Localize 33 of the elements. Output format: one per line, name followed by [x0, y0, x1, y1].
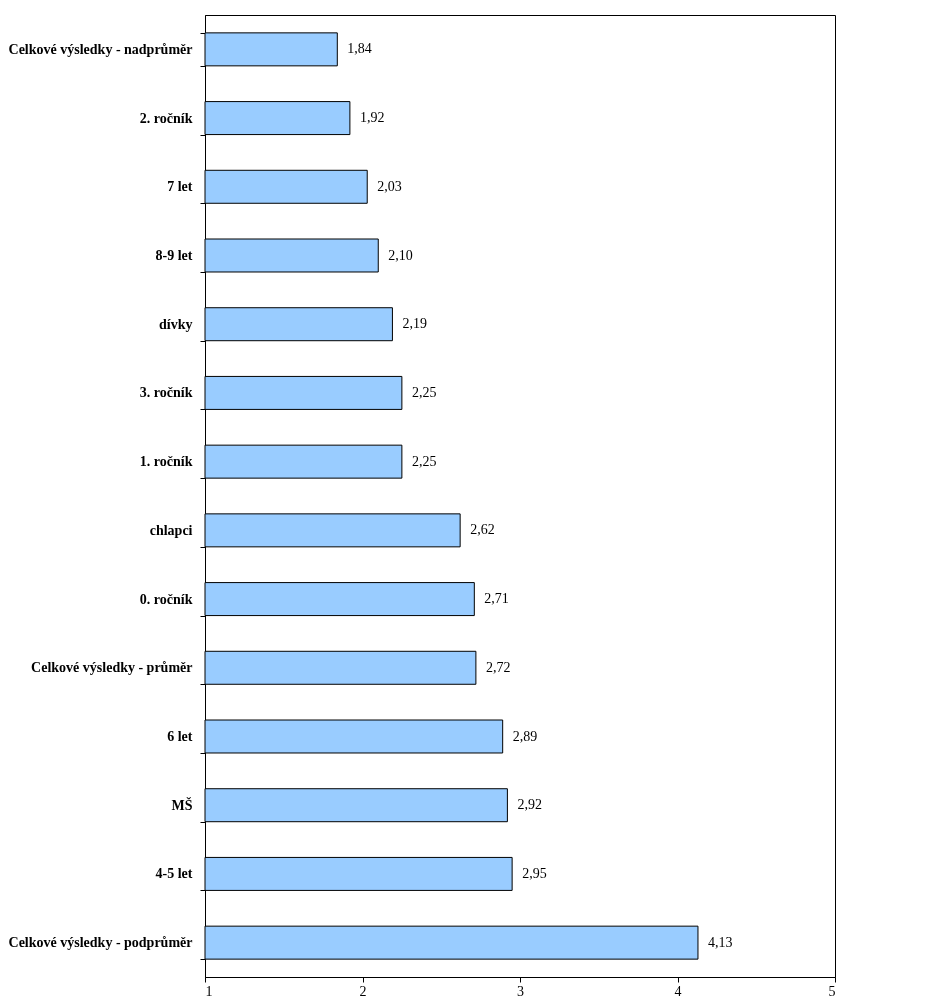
data-label: 2,72 — [485, 659, 511, 675]
data-label: 2,89 — [512, 728, 538, 744]
y-tick-label: chlapci — [149, 522, 193, 538]
y-tick-label: Celkové výsledky - nadprůměr — [8, 41, 193, 57]
data-label: 2,25 — [411, 384, 437, 400]
y-tick-label: 4-5 let — [155, 866, 193, 882]
y-tick-label: 0. ročník — [139, 591, 193, 607]
y-tick-label: dívky — [159, 316, 193, 332]
data-label: 2,71 — [484, 591, 509, 607]
y-tick-label: 1. ročník — [139, 454, 193, 470]
data-label: 2,62 — [470, 522, 495, 538]
data-label: 2,10 — [388, 247, 413, 263]
data-label: 1,92 — [359, 110, 385, 126]
data-label: 1,84 — [347, 41, 372, 57]
data-label: 2,25 — [411, 453, 437, 469]
y-tick-label: Celkové výsledky - podprůměr — [8, 935, 193, 951]
x-tick-label: 2 — [359, 983, 367, 999]
x-tick-label: 3 — [517, 983, 524, 999]
x-tick-label: 4 — [674, 983, 682, 999]
data-label: 2,19 — [402, 316, 427, 332]
data-label: 2,92 — [517, 797, 542, 813]
y-tick-label: 3. ročník — [139, 385, 193, 401]
y-tick-label: 6 let — [167, 729, 193, 744]
x-tick-label: 1 — [205, 983, 213, 999]
y-tick-label: Celkové výsledky - průměr — [31, 660, 193, 676]
y-tick-label: 7 let — [167, 179, 193, 195]
data-label: 4,13 — [707, 934, 733, 950]
y-tick-label: MŠ — [171, 796, 193, 813]
data-label: 2,03 — [377, 178, 402, 194]
y-tick-label: 8-9 let — [155, 248, 193, 263]
x-tick-label: 5 — [828, 983, 836, 999]
data-label: 2,95 — [522, 865, 547, 881]
y-tick-label: 2. ročník — [139, 110, 193, 126]
